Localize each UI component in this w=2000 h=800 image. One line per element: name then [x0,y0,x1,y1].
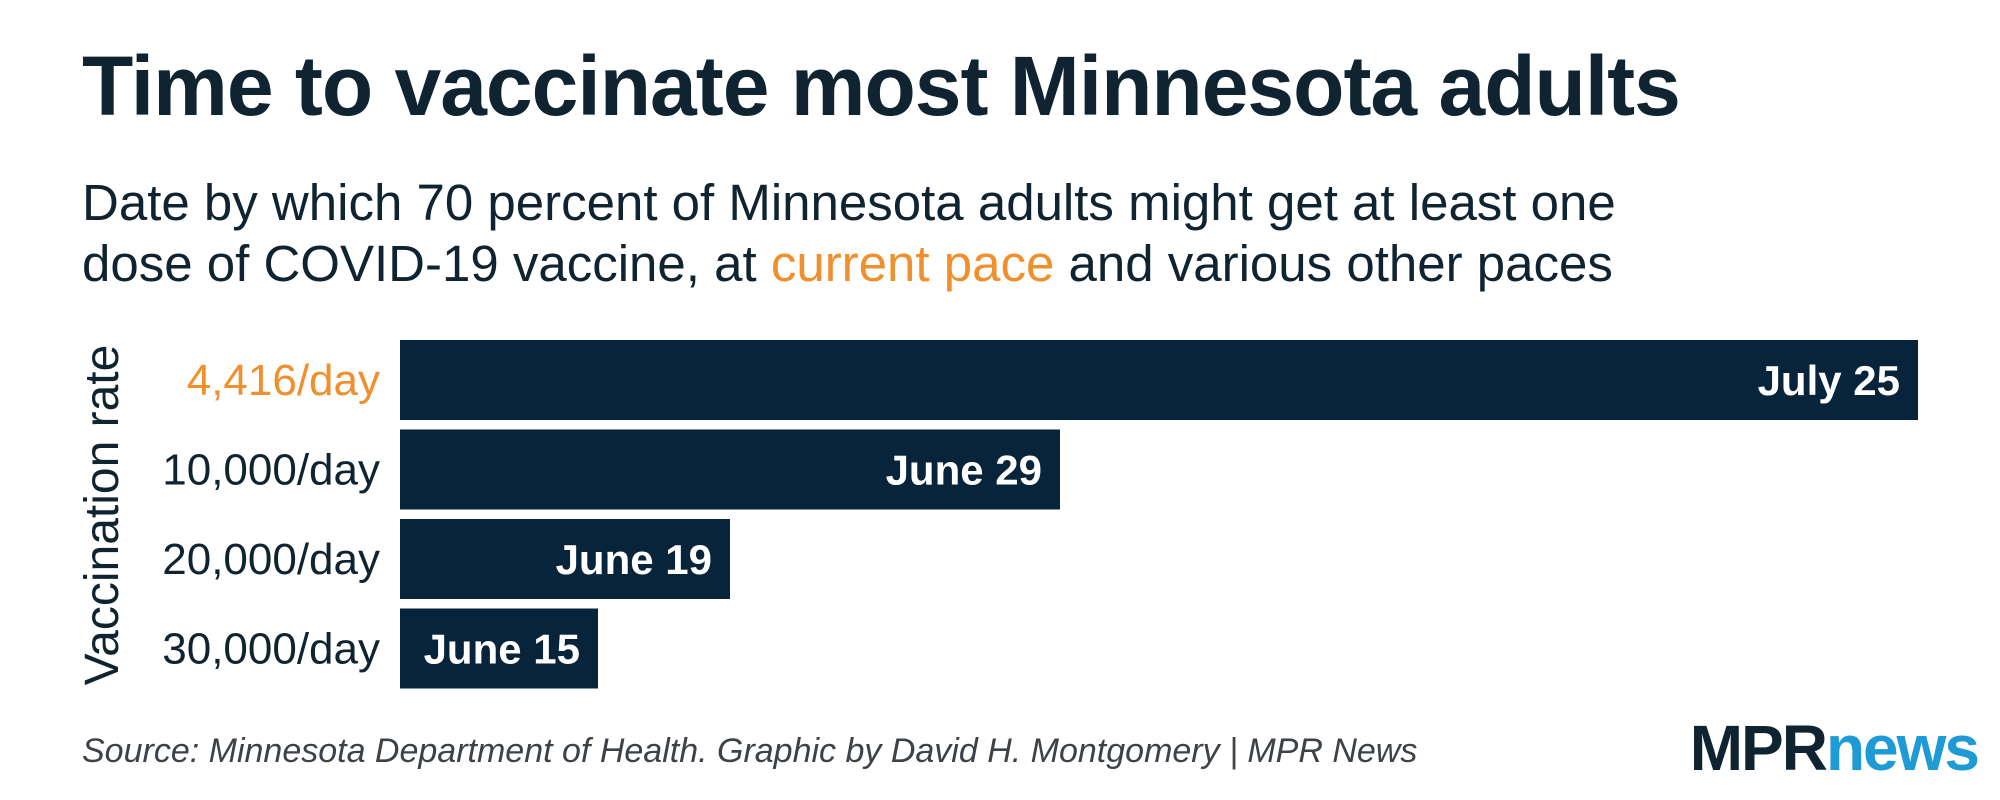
chart-title: Time to vaccinate most Minnesota adults [82,39,1681,133]
subtitle-highlight: current pace [770,235,1055,292]
category-label: 30,000/day [162,625,380,674]
bar [400,429,1060,510]
subtitle-line-2: dose of COVID-19 vaccine, at current pac… [82,233,1616,294]
bar [400,340,1918,420]
bar-data-label: June 19 [556,536,712,583]
category-label: 20,000/day [162,535,380,584]
bar-data-label: June 15 [424,626,580,673]
bar-data-label: July 25 [1758,357,1900,404]
subtitle-line-2-end: and various other paces [1054,235,1613,292]
source-note: Source: Minnesota Department of Health. … [82,732,1418,770]
subtitle-line-2-start: dose of COVID-19 vaccine, at [82,235,771,292]
logo-news: news [1825,712,1980,784]
chart-subtitle: Date by which 70 percent of Minnesota ad… [82,172,1616,294]
y-axis-label: Vaccination rate [76,345,129,686]
bar [400,519,730,599]
logo-mpr: MPR [1689,712,1828,784]
bar-data-label: June 29 [886,447,1042,494]
category-label: 10,000/day [162,446,380,495]
category-label: 4,416/day [187,356,380,405]
mpr-news-logo: MPRnews [1690,716,1980,780]
subtitle-line-1: Date by which 70 percent of Minnesota ad… [82,174,1616,231]
bar [400,608,598,689]
